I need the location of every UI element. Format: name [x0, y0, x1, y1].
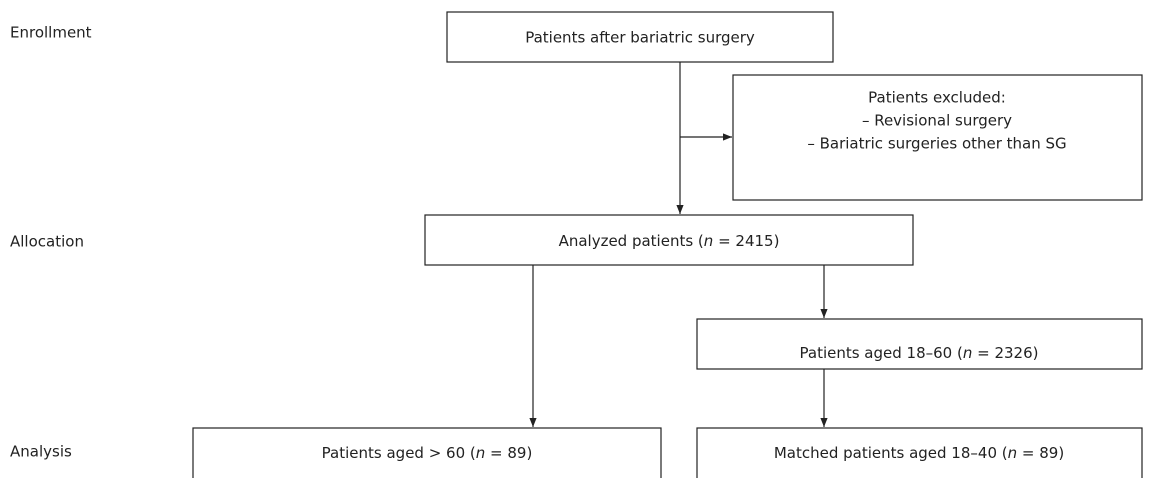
node-label: Patients aged 18–60 (n = 2326) [800, 344, 1039, 362]
box [696, 427, 1143, 478]
text: n [704, 232, 714, 250]
text: Patients aged > 60 ( [322, 444, 476, 462]
box [732, 74, 1143, 201]
stage-label: Analysis [10, 443, 72, 461]
box [192, 427, 662, 478]
text: Patients aged 18–60 ( [800, 344, 963, 362]
box [446, 11, 834, 63]
stage-label: Enrollment [10, 24, 92, 42]
box [424, 214, 914, 266]
node-label: – Revisional surgery [862, 112, 1012, 130]
node-label: Patients after bariatric surgery [525, 29, 755, 47]
text: Matched patients aged 18–40 ( [774, 444, 1008, 462]
node-label: Analyzed patients (n = 2415) [559, 232, 780, 250]
text: = 2326) [972, 344, 1038, 362]
node-label: Patients aged > 60 (n = 89) [322, 444, 533, 462]
stage-label: Allocation [10, 233, 84, 251]
box [696, 318, 1143, 370]
node-label: – Bariatric surgeries other than SG [807, 135, 1066, 153]
text: = 89) [485, 444, 532, 462]
node-label: Matched patients aged 18–40 (n = 89) [774, 444, 1064, 462]
text: n [963, 344, 973, 362]
text: = 2415) [713, 232, 779, 250]
text: Analyzed patients ( [559, 232, 704, 250]
node-label: Patients excluded: [868, 89, 1006, 107]
text: n [476, 444, 486, 462]
text: n [1008, 444, 1018, 462]
text: = 89) [1017, 444, 1064, 462]
